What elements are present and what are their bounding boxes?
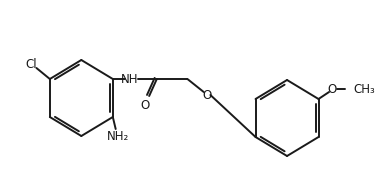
Text: CH₃: CH₃ <box>353 83 375 95</box>
Text: O: O <box>202 88 211 102</box>
Text: NH₂: NH₂ <box>106 130 129 142</box>
Text: Cl: Cl <box>26 58 38 70</box>
Text: NH: NH <box>121 73 139 85</box>
Text: O: O <box>327 83 337 95</box>
Text: O: O <box>141 98 150 112</box>
